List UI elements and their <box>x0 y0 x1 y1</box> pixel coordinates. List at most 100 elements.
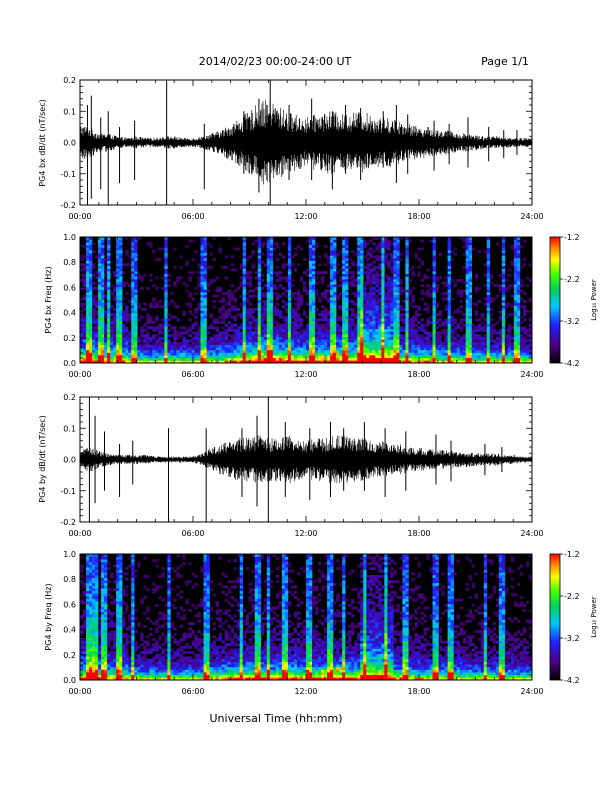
spectrogram-cell <box>504 355 509 359</box>
spectrogram-cell <box>245 331 250 335</box>
spectrogram-cell <box>131 252 135 256</box>
spectrogram-cell <box>396 315 400 319</box>
spectrogram-cell <box>134 276 138 280</box>
spectrogram-cell <box>89 328 93 332</box>
spectrogram-cell <box>315 318 319 322</box>
spectrogram-cell <box>80 598 84 602</box>
spectrogram-cell <box>345 297 349 301</box>
spectrogram-cell <box>266 334 271 338</box>
x-tick-label: 06:00 <box>181 529 204 538</box>
spectrogram-cell <box>516 252 521 256</box>
spectrogram-cell <box>459 279 463 282</box>
spectrogram-cell <box>381 260 385 264</box>
spectrogram-cell <box>290 336 295 340</box>
spectrogram-cell <box>513 305 518 309</box>
spectrogram-cell <box>405 347 409 351</box>
spectrogram-cell <box>239 339 244 343</box>
spectrogram-cell <box>417 273 421 277</box>
spectrogram-cell <box>164 271 168 275</box>
spectrogram-cell <box>501 294 506 298</box>
spectrogram-cell <box>167 357 171 361</box>
spectrogram-cell <box>209 336 213 340</box>
spectrogram-cell <box>200 349 204 353</box>
spectrogram-cell <box>399 339 403 343</box>
spectrogram-cell <box>399 292 403 296</box>
spectrogram-cell <box>98 276 102 280</box>
spectrogram-cell <box>357 334 361 338</box>
spectrogram-cell <box>441 355 445 359</box>
spectrogram-cell <box>321 305 325 309</box>
spectrogram-cell <box>281 323 286 327</box>
spectrogram-cell <box>266 310 271 314</box>
spectrogram-cell <box>230 339 234 343</box>
spectrogram-cell <box>372 326 376 330</box>
spectrogram-cell <box>366 347 370 351</box>
spectrogram-cell <box>432 302 436 306</box>
spectrogram-cell <box>378 331 382 335</box>
spectrogram-cell <box>336 357 340 361</box>
spectrogram-cell <box>321 336 325 340</box>
spectrogram-cell <box>471 349 476 353</box>
spectrogram-cell <box>447 321 451 324</box>
spectrogram-cell <box>98 302 102 306</box>
spectrogram-cell <box>360 260 364 264</box>
spectrogram-cell <box>360 352 364 356</box>
spectrogram-cell <box>330 310 334 314</box>
spectrogram-cell <box>369 268 373 272</box>
spectrogram-cell <box>86 300 90 303</box>
spectrogram-cell <box>170 315 174 319</box>
spectrogram-cell <box>266 339 271 343</box>
spectrogram-cell <box>525 355 530 359</box>
spectrogram-cell <box>318 339 322 343</box>
spectrogram-cell <box>381 281 385 285</box>
spectrogram-cell <box>137 305 141 309</box>
spectrogram-cell <box>387 244 391 248</box>
spectrogram-cell <box>345 239 349 243</box>
spectrogram-cell <box>86 598 90 602</box>
spectrogram-cell <box>348 258 352 261</box>
spectrogram-cell <box>116 244 120 248</box>
spectrogram-cell <box>507 334 512 338</box>
spectrogram-cell <box>203 321 207 324</box>
spectrogram-cell <box>519 297 524 301</box>
spectrogram-cell <box>321 342 325 345</box>
spectrogram-cell <box>275 265 280 269</box>
spectrogram-cell <box>86 640 90 644</box>
spectrogram-cell <box>296 355 301 359</box>
spectrogram-cell <box>474 276 479 280</box>
spectrogram-cell <box>209 342 213 345</box>
spectrogram-cell <box>191 326 195 330</box>
spectrogram-cell <box>230 284 234 288</box>
spectrogram-cell <box>363 331 367 335</box>
spectrogram-cell <box>339 342 343 345</box>
spectrogram-cell <box>260 318 265 322</box>
spectrogram-cell <box>269 237 274 240</box>
spectrogram-cell <box>501 328 506 332</box>
spectrogram-cell <box>215 339 219 343</box>
spectrogram-cell <box>381 307 385 311</box>
spectrogram-cell <box>263 349 268 353</box>
spectrogram-cell <box>489 336 494 340</box>
spectrogram-cell <box>287 258 292 261</box>
spectrogram-cell <box>399 252 403 256</box>
spectrogram-cell <box>522 352 527 356</box>
spectrogram-cell <box>287 263 292 267</box>
spectrogram-cell <box>125 357 129 361</box>
spectrogram-cell <box>390 305 394 309</box>
spectrogram-cell <box>89 284 93 288</box>
spectrogram-cell <box>293 252 298 256</box>
spectrogram-cell <box>504 339 509 343</box>
spectrogram-cell <box>80 564 84 568</box>
spectrogram-cell <box>309 334 313 338</box>
spectrogram-cell <box>200 244 204 248</box>
spectrogram-cell <box>116 289 120 293</box>
spectrogram-cell <box>432 315 436 319</box>
spectrogram-cell <box>179 357 183 361</box>
spectrogram-cell <box>278 326 283 330</box>
spectrogram-cell <box>209 355 213 359</box>
spectrogram-cell <box>465 321 470 324</box>
spectrogram-cell <box>86 297 90 301</box>
spectrogram-cell <box>492 349 497 353</box>
spectrogram-cell <box>426 357 430 361</box>
